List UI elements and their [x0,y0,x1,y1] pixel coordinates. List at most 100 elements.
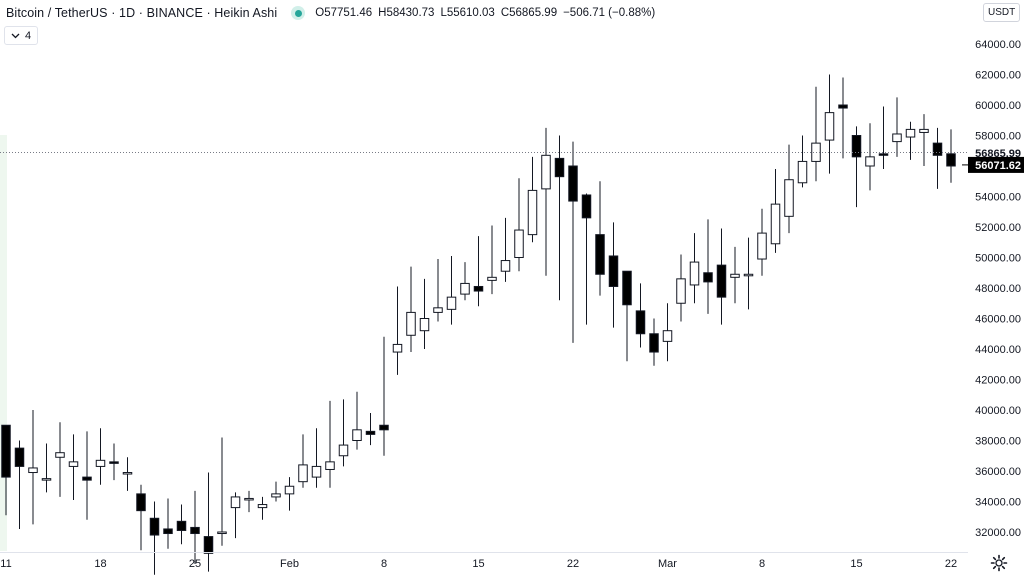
candle-body[interactable] [892,133,902,143]
candle-body[interactable] [743,273,754,277]
candle-body[interactable] [514,229,524,259]
candle-body[interactable] [14,447,25,467]
candle-body[interactable] [379,424,389,431]
candle-body[interactable] [352,429,362,442]
candle-body[interactable] [190,526,200,535]
candle-body[interactable] [68,461,79,467]
candle-body[interactable] [338,444,349,457]
candle-body[interactable] [757,232,767,260]
time-axis-label: 15 [472,558,484,570]
candle-body[interactable] [797,160,808,184]
candle-body[interactable] [622,270,632,306]
candle-body[interactable] [284,485,295,495]
candle-body[interactable] [95,459,106,467]
candle-body[interactable] [838,104,848,109]
price-axis-label: 38000.00 [975,436,1021,448]
symbol-legend[interactable]: Bitcoin / TetherUS · 1D · BINANCE · Heik… [6,4,655,22]
candle-body[interactable] [217,531,227,535]
candle-body[interactable] [311,465,322,478]
settings-gear-icon[interactable] [990,554,1008,572]
candle-body[interactable] [500,260,511,272]
high-value: 58430.73 [386,7,435,19]
session-highlight [0,135,7,551]
candle-body[interactable] [878,153,889,156]
low-label: L [440,7,447,19]
time-axis-label: Mar [658,558,677,570]
candle-body[interactable] [55,452,65,458]
candle-body[interactable] [662,330,673,342]
candle-body[interactable] [905,128,916,138]
candle-body[interactable] [446,296,457,310]
candle-body[interactable] [392,343,403,353]
candle-body[interactable] [932,142,943,156]
candle-body[interactable] [527,189,538,236]
candle-body[interactable] [581,194,592,219]
candle-body[interactable] [298,464,308,483]
price-axis-label: 64000.00 [975,39,1021,51]
candle-body[interactable] [554,157,565,178]
low-value: 55610.03 [446,7,495,19]
time-axis-label: 22 [567,558,579,570]
candle-body[interactable] [460,282,470,295]
candle-body[interactable] [770,203,781,245]
chevron-down-icon [11,33,20,38]
candle-body[interactable] [244,497,254,501]
candle-body[interactable] [851,135,862,158]
candle-body[interactable] [703,272,713,283]
candle-body[interactable] [82,476,92,481]
candle-body[interactable] [433,307,443,313]
candle-body[interactable] [203,536,214,554]
symbol-title[interactable]: Bitcoin / TetherUS · 1D · BINANCE · Heik… [6,6,278,20]
candle-body[interactable] [487,276,497,281]
candle-body[interactable] [257,504,268,509]
price-axis-label: 58000.00 [975,131,1021,143]
marker-price-tag-value: 56071.62 [975,160,1021,172]
candle-body[interactable] [163,528,173,535]
time-axis-label: 18 [94,558,106,570]
candle-body[interactable] [865,156,875,167]
candle-body[interactable] [406,311,416,336]
open-label: O [315,7,325,19]
time-axis-label: 22 [945,558,957,570]
marker-price-tag [968,156,1024,173]
candle-body[interactable] [608,255,619,287]
candle-body[interactable] [541,154,551,190]
candle-body[interactable] [325,461,335,470]
candle-body[interactable] [784,179,794,217]
last-price-tag-value: 56865.99 [975,148,1021,160]
candle-body[interactable] [28,467,38,474]
close-value: 56865.99 [509,7,558,19]
candle-body[interactable] [689,261,700,286]
candle-body[interactable] [136,493,146,512]
candle-body[interactable] [568,165,578,202]
candle-body[interactable] [365,430,376,435]
candle-body[interactable] [635,310,646,335]
time-axis-label: 15 [850,558,862,570]
candle-body[interactable] [122,472,133,475]
currency-button[interactable]: USDT [983,3,1021,22]
candle-body[interactable] [176,520,187,531]
price-axis-label: 34000.00 [975,497,1021,509]
candle-body[interactable] [649,333,659,353]
candle-body[interactable] [109,461,119,464]
time-axis-label: 8 [381,558,387,570]
candle-body[interactable] [730,273,740,278]
candle-body[interactable] [419,318,430,332]
candle-body[interactable] [676,278,686,304]
candle-body[interactable] [946,153,956,167]
candle-body[interactable] [919,128,929,133]
candle-body[interactable] [41,478,52,481]
candle-body[interactable] [149,517,160,536]
candle-body[interactable] [1,424,11,478]
candle-body[interactable] [271,493,281,498]
price-axis-label: 62000.00 [975,70,1021,82]
change-value: −506.71 (−0.88%) [563,7,656,19]
candle-body[interactable] [716,264,727,298]
indicators-toggle-button[interactable]: 4 [4,26,39,45]
candle-body[interactable] [595,234,605,275]
candle-body[interactable] [230,496,241,509]
candle-body[interactable] [473,285,484,292]
live-status-dot-icon [291,6,306,20]
candle-body[interactable] [824,112,835,141]
